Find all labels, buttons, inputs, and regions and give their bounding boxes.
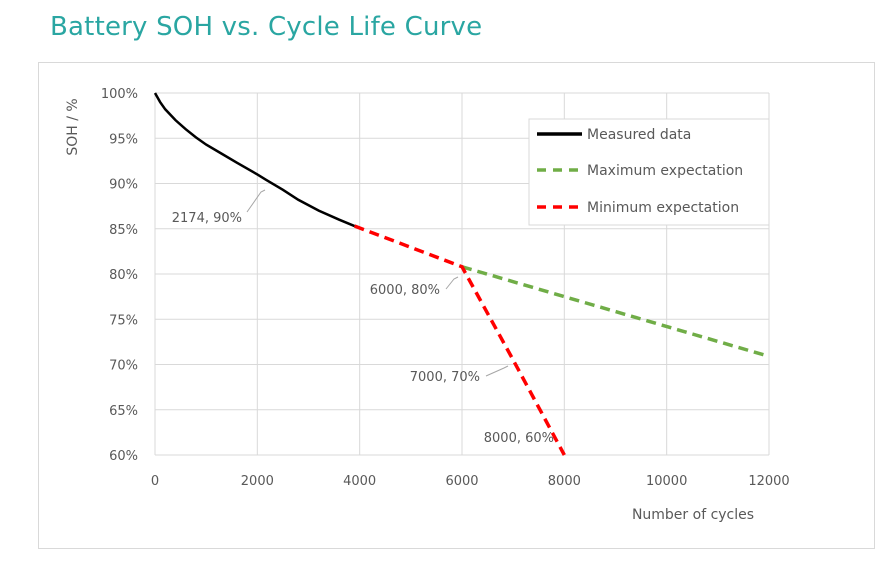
maximum-expectation-line xyxy=(461,265,770,359)
legend-label: Measured data xyxy=(587,127,691,143)
measured-data-line xyxy=(153,92,356,228)
y-tick-label: 70% xyxy=(109,359,138,374)
annotation-label: 2174, 90% xyxy=(172,211,242,226)
x-tick-label: 12000 xyxy=(748,474,789,489)
annotation-leader xyxy=(445,276,459,290)
y-axis-title: SOH / % xyxy=(65,98,81,155)
annotation-label: 7000, 70% xyxy=(410,370,480,385)
y-tick-label: 60% xyxy=(109,449,138,464)
annotation-label: 6000, 80% xyxy=(370,283,440,298)
annotation-leader xyxy=(485,365,509,377)
chart-frame xyxy=(38,62,875,549)
x-tick-label: 4000 xyxy=(343,474,376,489)
x-tick-label: 10000 xyxy=(646,474,687,489)
annotation-leader xyxy=(246,189,266,213)
x-tick-label: 0 xyxy=(151,474,159,489)
legend-label: Minimum expectation xyxy=(587,200,739,216)
y-tick-label: 95% xyxy=(109,132,138,147)
y-tick-label: 65% xyxy=(109,404,138,419)
y-tick-label: 75% xyxy=(109,313,138,328)
y-tick-label: 80% xyxy=(109,268,138,283)
axis-layer: 60% 65% 70% 75% 80% 85% 90% 95% 100% 0 2000 4000 600… xyxy=(101,87,790,489)
y-tick-label: 85% xyxy=(109,223,138,238)
annotation-layer: 2174, 90% 6000, 80% 7000, 70% 8000, 60% xyxy=(172,189,554,446)
x-tick-label: 6000 xyxy=(445,474,478,489)
y-tick-label: 90% xyxy=(109,178,138,193)
x-tick-label: 8000 xyxy=(548,474,581,489)
legend: Measured data Maximum expectation Minimum … xyxy=(528,118,770,226)
series-layer xyxy=(153,92,770,456)
x-tick-label: 2000 xyxy=(241,474,274,489)
page-title: Battery SOH vs. Cycle Life Curve xyxy=(50,12,483,42)
y-tick-label: 100% xyxy=(101,87,138,102)
x-axis-title: Number of cycles xyxy=(632,507,754,523)
legend-label: Maximum expectation xyxy=(587,163,743,179)
annotation-label: 8000, 60% xyxy=(484,431,554,446)
minimum-expectation-line xyxy=(353,224,566,456)
